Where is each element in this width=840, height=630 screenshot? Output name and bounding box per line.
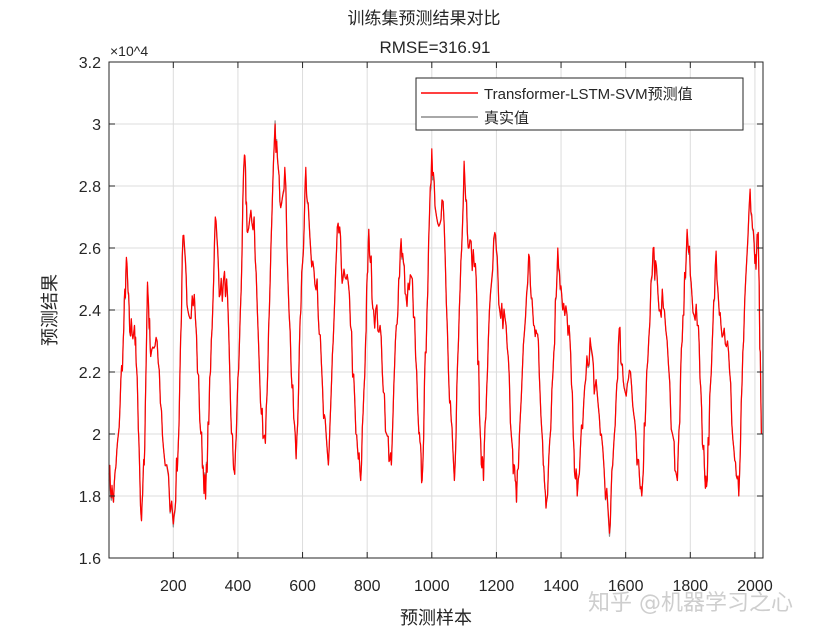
x-tick-label: 1000 xyxy=(414,578,450,595)
x-tick-label: 1200 xyxy=(479,578,515,595)
x-tick-label: 200 xyxy=(160,578,187,595)
y-tick-label: 2.4 xyxy=(79,303,101,320)
x-axis-label: 预测样本 xyxy=(400,608,472,628)
series-lines xyxy=(108,120,762,537)
chart-subtitle: RMSE=316.91 xyxy=(379,38,490,57)
y-axis-label: 预测结果 xyxy=(40,274,60,346)
legend-box xyxy=(415,77,744,131)
chart-title: 训练集预测结果对比 xyxy=(348,9,501,28)
y-tick-label: 2.8 xyxy=(79,179,101,196)
y-tick-label: 2 xyxy=(92,427,101,444)
x-tick-label: 800 xyxy=(354,578,381,595)
y-exponent-label: ×10^4 xyxy=(110,43,148,59)
y-tick-label: 2.2 xyxy=(79,365,101,382)
legend-label-predicted: Transformer-LSTM-SVM预测值 xyxy=(484,86,693,103)
x-tick-label: 1600 xyxy=(608,578,644,595)
legend-label-true: 真实值 xyxy=(484,109,529,127)
ticks: 200 400 600 800 1000 1200 1400 1600 1800 2000 1.6 1… xyxy=(79,55,773,595)
y-tick-label: 1.8 xyxy=(79,489,101,506)
x-tick-label: 400 xyxy=(225,578,252,595)
y-tick-label: 2.6 xyxy=(79,241,101,258)
y-tick-label: 1.6 xyxy=(79,551,101,568)
x-tick-label: 1800 xyxy=(673,578,709,595)
x-tick-label: 2000 xyxy=(737,578,773,595)
watermark: 知乎 @机器学习之心 xyxy=(588,591,793,616)
x-tick-label: 600 xyxy=(289,578,316,595)
legend: Transformer-LSTM-SVM预测值 真实值 xyxy=(415,77,744,131)
series-line-predicted xyxy=(108,123,762,534)
y-tick-label: 3.2 xyxy=(79,55,101,72)
y-tick-label: 3 xyxy=(92,117,101,134)
series-line-true xyxy=(108,120,762,537)
x-tick-label: 1400 xyxy=(543,578,579,595)
